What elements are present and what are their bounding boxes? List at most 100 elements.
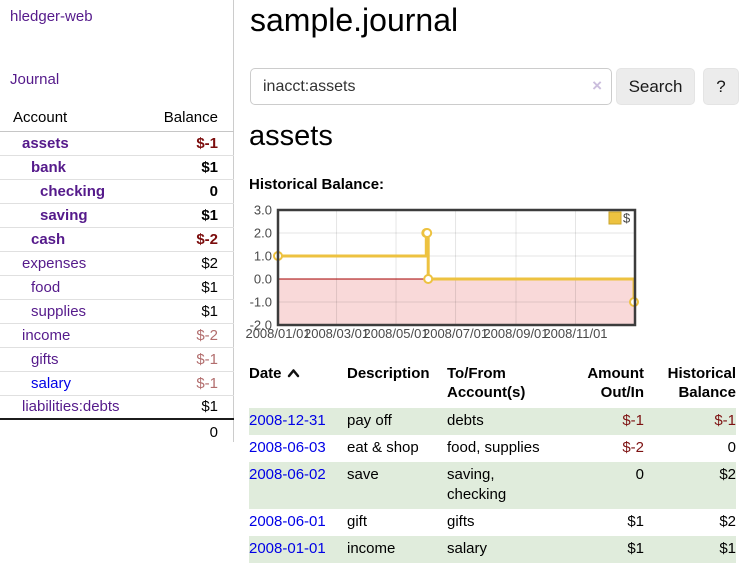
plot-border [276, 208, 637, 327]
table-row: 2008-06-01 gift gifts $1 $2 [249, 509, 736, 536]
sidebar-account-link[interactable]: food [31, 278, 61, 296]
clear-search-icon[interactable]: × [592, 76, 602, 95]
account-balance: $1 [150, 299, 234, 324]
transaction-date-link[interactable]: 2008-06-03 [249, 439, 326, 456]
main-content: sample.journal × Search ? assets Histori… [234, 0, 742, 582]
search-button[interactable]: Search [616, 68, 695, 105]
transaction-description: eat & shop [347, 439, 419, 456]
legend-swatch-icon [608, 211, 622, 225]
accounts-table: Account Balance assets $-1 bank $1 checking 0… [0, 105, 234, 444]
transaction-date-link[interactable]: 2008-12-31 [249, 412, 326, 429]
app-brand-link[interactable]: hledger-web [10, 8, 93, 25]
col-description[interactable]: Description [347, 365, 430, 382]
transaction-date-link[interactable]: 2008-06-02 [249, 466, 326, 483]
register-header-row: Date Description To/From Account(s) Amou… [249, 362, 736, 408]
transaction-balance: $2 [719, 513, 736, 530]
account-row: income $-2 [0, 323, 234, 348]
account-balance: $1 [150, 203, 234, 228]
col-amount[interactable]: Amount Out/In [587, 365, 644, 401]
col-date[interactable]: Date [249, 362, 347, 408]
account-balance: $-2 [150, 227, 234, 252]
account-row: salary $-1 [0, 371, 234, 396]
transaction-description: pay off [347, 412, 392, 429]
x-axis-tick-label: 2008/11/01 [543, 326, 607, 341]
transaction-date-link[interactable]: 2008-06-01 [249, 513, 326, 530]
account-balance: 0 [150, 179, 234, 204]
sidebar-account-link[interactable]: saving [40, 206, 88, 224]
transaction-accounts: debts [447, 412, 484, 429]
account-balance: $-1 [150, 371, 234, 396]
x-axis-tick-label: 2008/09/01 [483, 326, 548, 341]
transaction-accounts: saving, checking [447, 466, 507, 503]
account-row: saving $1 [0, 203, 234, 228]
transaction-balance: $-1 [714, 412, 736, 429]
account-balance: $1 [150, 155, 234, 180]
sidebar-account-link[interactable]: bank [31, 158, 67, 176]
transaction-amount: $-1 [622, 412, 644, 429]
account-row: gifts $-1 [0, 347, 234, 372]
balance-chart-svg: 3.0 2.0 1.0 0.0 -1.0 -2.02008/01/012008/03/01… [245, 203, 639, 341]
table-row: 2008-01-01 income salary $1 $1 [249, 536, 736, 563]
x-axis-tick-label: 2008/05/01 [363, 326, 428, 341]
sidebar-account-link[interactable]: supplies [31, 302, 87, 320]
accounts-header-row: Account Balance [0, 105, 234, 132]
search-input[interactable] [250, 68, 612, 105]
x-axis-tick-label: 2008/03/01 [304, 326, 369, 341]
account-balance: $-1 [150, 131, 234, 156]
chart-title: Historical Balance: [249, 176, 385, 193]
account-row: supplies $1 [0, 299, 234, 324]
accounts-col-account: Account [0, 105, 150, 132]
data-point-marker [422, 228, 433, 238]
register-body: 2008-12-31 pay off debts $-1 $-1 2008-06-03 ea… [249, 408, 736, 563]
negative-region-fill [278, 279, 635, 325]
table-row: 2008-06-03 eat & shop food, supplies $-2 0 [249, 435, 736, 462]
accounts-col-balance: Balance [150, 105, 234, 132]
sidebar-account-link[interactable]: cash [31, 230, 66, 248]
sidebar: hledger-web Journal Account Balance asse… [0, 0, 234, 442]
sidebar-item-journal[interactable]: Journal [10, 71, 60, 88]
y-axis-tick-label: 1.0 [254, 249, 272, 264]
sidebar-account-link[interactable]: checking [40, 182, 106, 200]
transaction-accounts: gifts [447, 513, 475, 530]
transaction-balance: $1 [719, 540, 736, 557]
accounts-total-value: 0 [209, 423, 218, 441]
transaction-balance: 0 [727, 439, 736, 456]
account-row: bank $1 [0, 155, 234, 180]
register-table: Date Description To/From Account(s) Amou… [249, 362, 736, 563]
transaction-description: save [347, 466, 379, 483]
account-row: liabilities:debts $1 [0, 395, 234, 420]
sidebar-account-link[interactable]: assets [22, 134, 69, 152]
account-row: cash $-2 [0, 227, 234, 252]
transaction-accounts: food, supplies [447, 439, 540, 456]
sort-ascending-icon [287, 369, 299, 378]
page-title: sample.journal [250, 2, 459, 38]
transaction-amount: $-2 [622, 439, 644, 456]
help-button[interactable]: ? [703, 68, 739, 105]
account-balance: $2 [150, 251, 234, 276]
account-row: checking 0 [0, 179, 234, 204]
y-axis-tick-label: 3.0 [254, 203, 272, 218]
sidebar-account-link[interactable]: gifts [31, 350, 59, 368]
sidebar-account-link[interactable]: income [22, 326, 71, 344]
sidebar-account-link[interactable]: liabilities:debts [22, 398, 120, 416]
transaction-balance: $2 [719, 466, 736, 483]
sidebar-account-link[interactable]: expenses [22, 254, 87, 272]
sidebar-account-link[interactable]: salary [31, 374, 72, 392]
account-row: expenses $2 [0, 251, 234, 276]
x-axis-tick-label: 2008/01/01 [245, 326, 310, 341]
account-balance: $1 [150, 395, 234, 420]
transaction-date-link[interactable]: 2008-01-01 [249, 540, 326, 557]
historical-balance-chart: 3.0 2.0 1.0 0.0 -1.0 -2.0 2008/01/01 2008/03/01… [245, 201, 639, 343]
account-row: food $1 [0, 275, 234, 300]
data-point-marker [423, 274, 434, 284]
account-row: assets $-1 [0, 131, 234, 156]
accounts-body: assets $-1 bank $1 checking 0 saving $1 cash $-2 e… [0, 131, 234, 420]
col-tofrom[interactable]: To/From Account(s) [447, 365, 526, 401]
x-axis-tick-label: 2008/07/01 [423, 326, 488, 341]
transaction-amount: $1 [627, 540, 644, 557]
account-balance: $-2 [150, 323, 234, 348]
accounts-total-row: 0 [0, 419, 234, 444]
col-balance[interactable]: Historical Balance [667, 365, 736, 401]
y-axis-tick-label: -1.0 [250, 295, 272, 310]
transaction-accounts: salary [447, 540, 488, 557]
